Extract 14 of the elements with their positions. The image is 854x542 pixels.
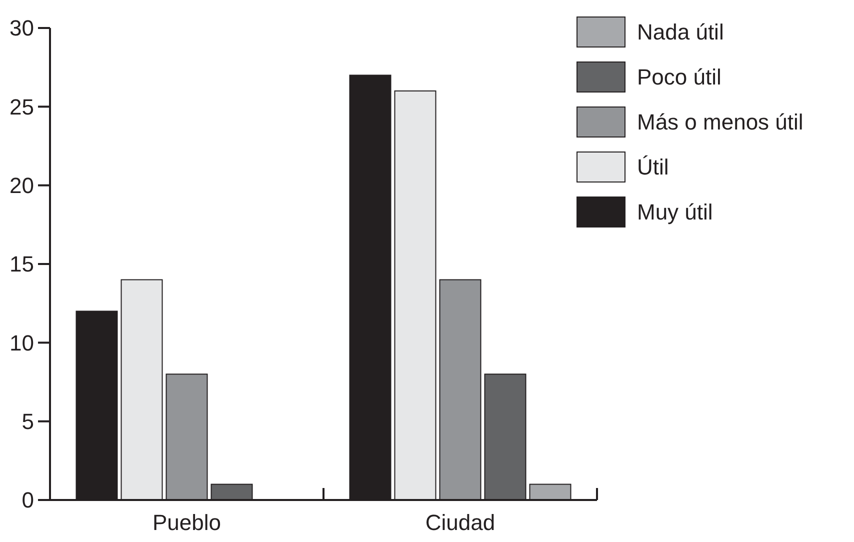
legend-label: Más o menos útil <box>637 110 804 135</box>
legend-label: Útil <box>637 154 669 180</box>
y-tick-label: 10 <box>10 330 34 356</box>
x-tick-label: Ciudad <box>425 510 496 535</box>
y-tick-label: 25 <box>10 94 34 120</box>
y-tick-label: 15 <box>10 252 34 277</box>
y-tick-label: 5 <box>22 409 34 434</box>
y-tick-label: 0 <box>22 488 34 513</box>
y-tick-label: 30 <box>10 16 34 41</box>
legend-label: Nada útil <box>637 20 724 45</box>
legend-label: Muy útil <box>637 200 713 225</box>
x-tick-label: Pueblo <box>152 510 222 535</box>
y-tick-label: 20 <box>10 173 34 198</box>
legend-label: Poco útil <box>637 64 722 90</box>
